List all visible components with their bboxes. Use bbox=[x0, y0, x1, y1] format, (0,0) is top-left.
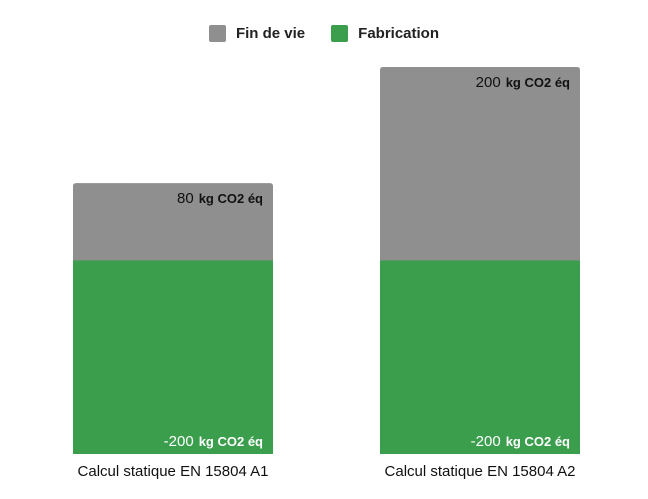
category-label-2: Calcul statique EN 15804 A2 bbox=[385, 463, 576, 480]
data-label-fabrication-1: -200 kg CO2 éq bbox=[164, 433, 263, 450]
data-label-fabrication-2: -200 kg CO2 éq bbox=[471, 433, 570, 450]
data-label-fin-de-vie-1: 80 kg CO2 éq bbox=[177, 190, 263, 207]
data-label-unit-fin-de-vie-2: kg CO2 éq bbox=[506, 75, 570, 90]
category-label-1: Calcul statique EN 15804 A1 bbox=[78, 463, 269, 480]
bar-fin-de-vie-1[interactable] bbox=[73, 183, 273, 261]
legend-label-fin-de-vie: Fin de vie bbox=[235, 24, 306, 42]
bar-fabrication-1[interactable] bbox=[73, 260, 273, 455]
data-label-unit-fin-de-vie-1: kg CO2 éq bbox=[199, 191, 263, 206]
bar-fabrication-2[interactable] bbox=[380, 260, 580, 455]
bar-fin-de-vie-2[interactable] bbox=[380, 67, 580, 261]
legend: Fin de vie Fabrication bbox=[0, 22, 648, 44]
legend-label-fabrication: Fabrication bbox=[358, 24, 440, 42]
data-label-unit-fabrication-2: kg CO2 éq bbox=[506, 434, 570, 449]
legend-item-fin-de-vie[interactable]: Fin de vie bbox=[208, 24, 306, 42]
data-label-value-fabrication-1: -200 bbox=[164, 433, 194, 450]
data-label-fin-de-vie-2: 200 kg CO2 éq bbox=[476, 74, 570, 91]
data-label-unit-fabrication-1: kg CO2 éq bbox=[199, 434, 263, 449]
data-label-value-fabrication-2: -200 bbox=[471, 433, 501, 450]
legend-item-fabrication[interactable]: Fabrication bbox=[331, 24, 440, 42]
data-label-value-fin-de-vie-2: 200 bbox=[476, 74, 501, 91]
legend-swatch-fin-de-vie bbox=[208, 24, 226, 42]
legend-swatch-fabrication bbox=[331, 24, 349, 42]
data-label-value-fin-de-vie-1: 80 bbox=[177, 190, 194, 207]
